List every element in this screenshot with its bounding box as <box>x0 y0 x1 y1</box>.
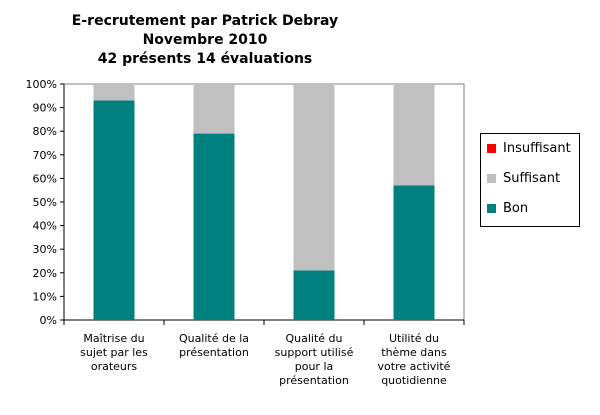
legend-swatch-suffisant <box>487 173 496 183</box>
chart-title-line-2: Novembre 2010 <box>142 32 268 48</box>
bar-suffisant-2 <box>193 84 235 134</box>
bar-bon-1 <box>93 100 135 321</box>
legend-swatch-insuffisant <box>487 143 496 153</box>
chart-title-line-3: 42 présents 14 évaluations <box>97 51 313 67</box>
x-category-label-3: Qualité du support utilisé pour la présenta… <box>274 332 354 387</box>
chart-title-line-1: E-recrutement par Patrick Debray <box>71 13 339 29</box>
legend-swatch-bon <box>487 203 496 213</box>
y-tick-label: 60% <box>33 172 57 185</box>
legend-item-bon: Bon <box>487 198 528 218</box>
x-category-label-4: Utilité du thème dans votre activité quotid… <box>377 332 451 387</box>
y-tick-label: 90% <box>33 102 57 115</box>
y-tick-label: 0% <box>40 314 57 327</box>
y-tick-label: 10% <box>33 290 57 303</box>
y-tick-label: 40% <box>33 220 57 233</box>
y-tick-label: 80% <box>33 125 57 138</box>
legend: Insuffisant Suffisant Bon <box>480 133 580 227</box>
y-tick-label: 70% <box>33 149 57 162</box>
y-tick-label: 30% <box>33 243 57 256</box>
bar-bon-2 <box>193 133 235 320</box>
bar-bon-3 <box>293 270 335 320</box>
bar-bon-4 <box>393 185 435 320</box>
y-tick-label: 100% <box>26 78 57 91</box>
legend-label-bon: Bon <box>503 200 529 216</box>
y-tick-label: 50% <box>33 196 57 209</box>
bar-suffisant-4 <box>393 84 435 186</box>
y-tick-label: 20% <box>33 267 57 280</box>
bar-suffisant-1 <box>93 84 135 101</box>
x-category-label-2: Qualité de la présentation <box>178 332 250 359</box>
legend-item-insuffisant: Insuffisant <box>487 138 571 158</box>
legend-label-insuffisant: Insuffisant <box>503 140 571 156</box>
x-category-label-1: Maîtrise du sujet par les orateurs <box>80 332 148 373</box>
legend-label-suffisant: Suffisant <box>503 170 561 186</box>
legend-item-suffisant: Suffisant <box>487 168 560 188</box>
bar-suffisant-3 <box>293 84 335 271</box>
